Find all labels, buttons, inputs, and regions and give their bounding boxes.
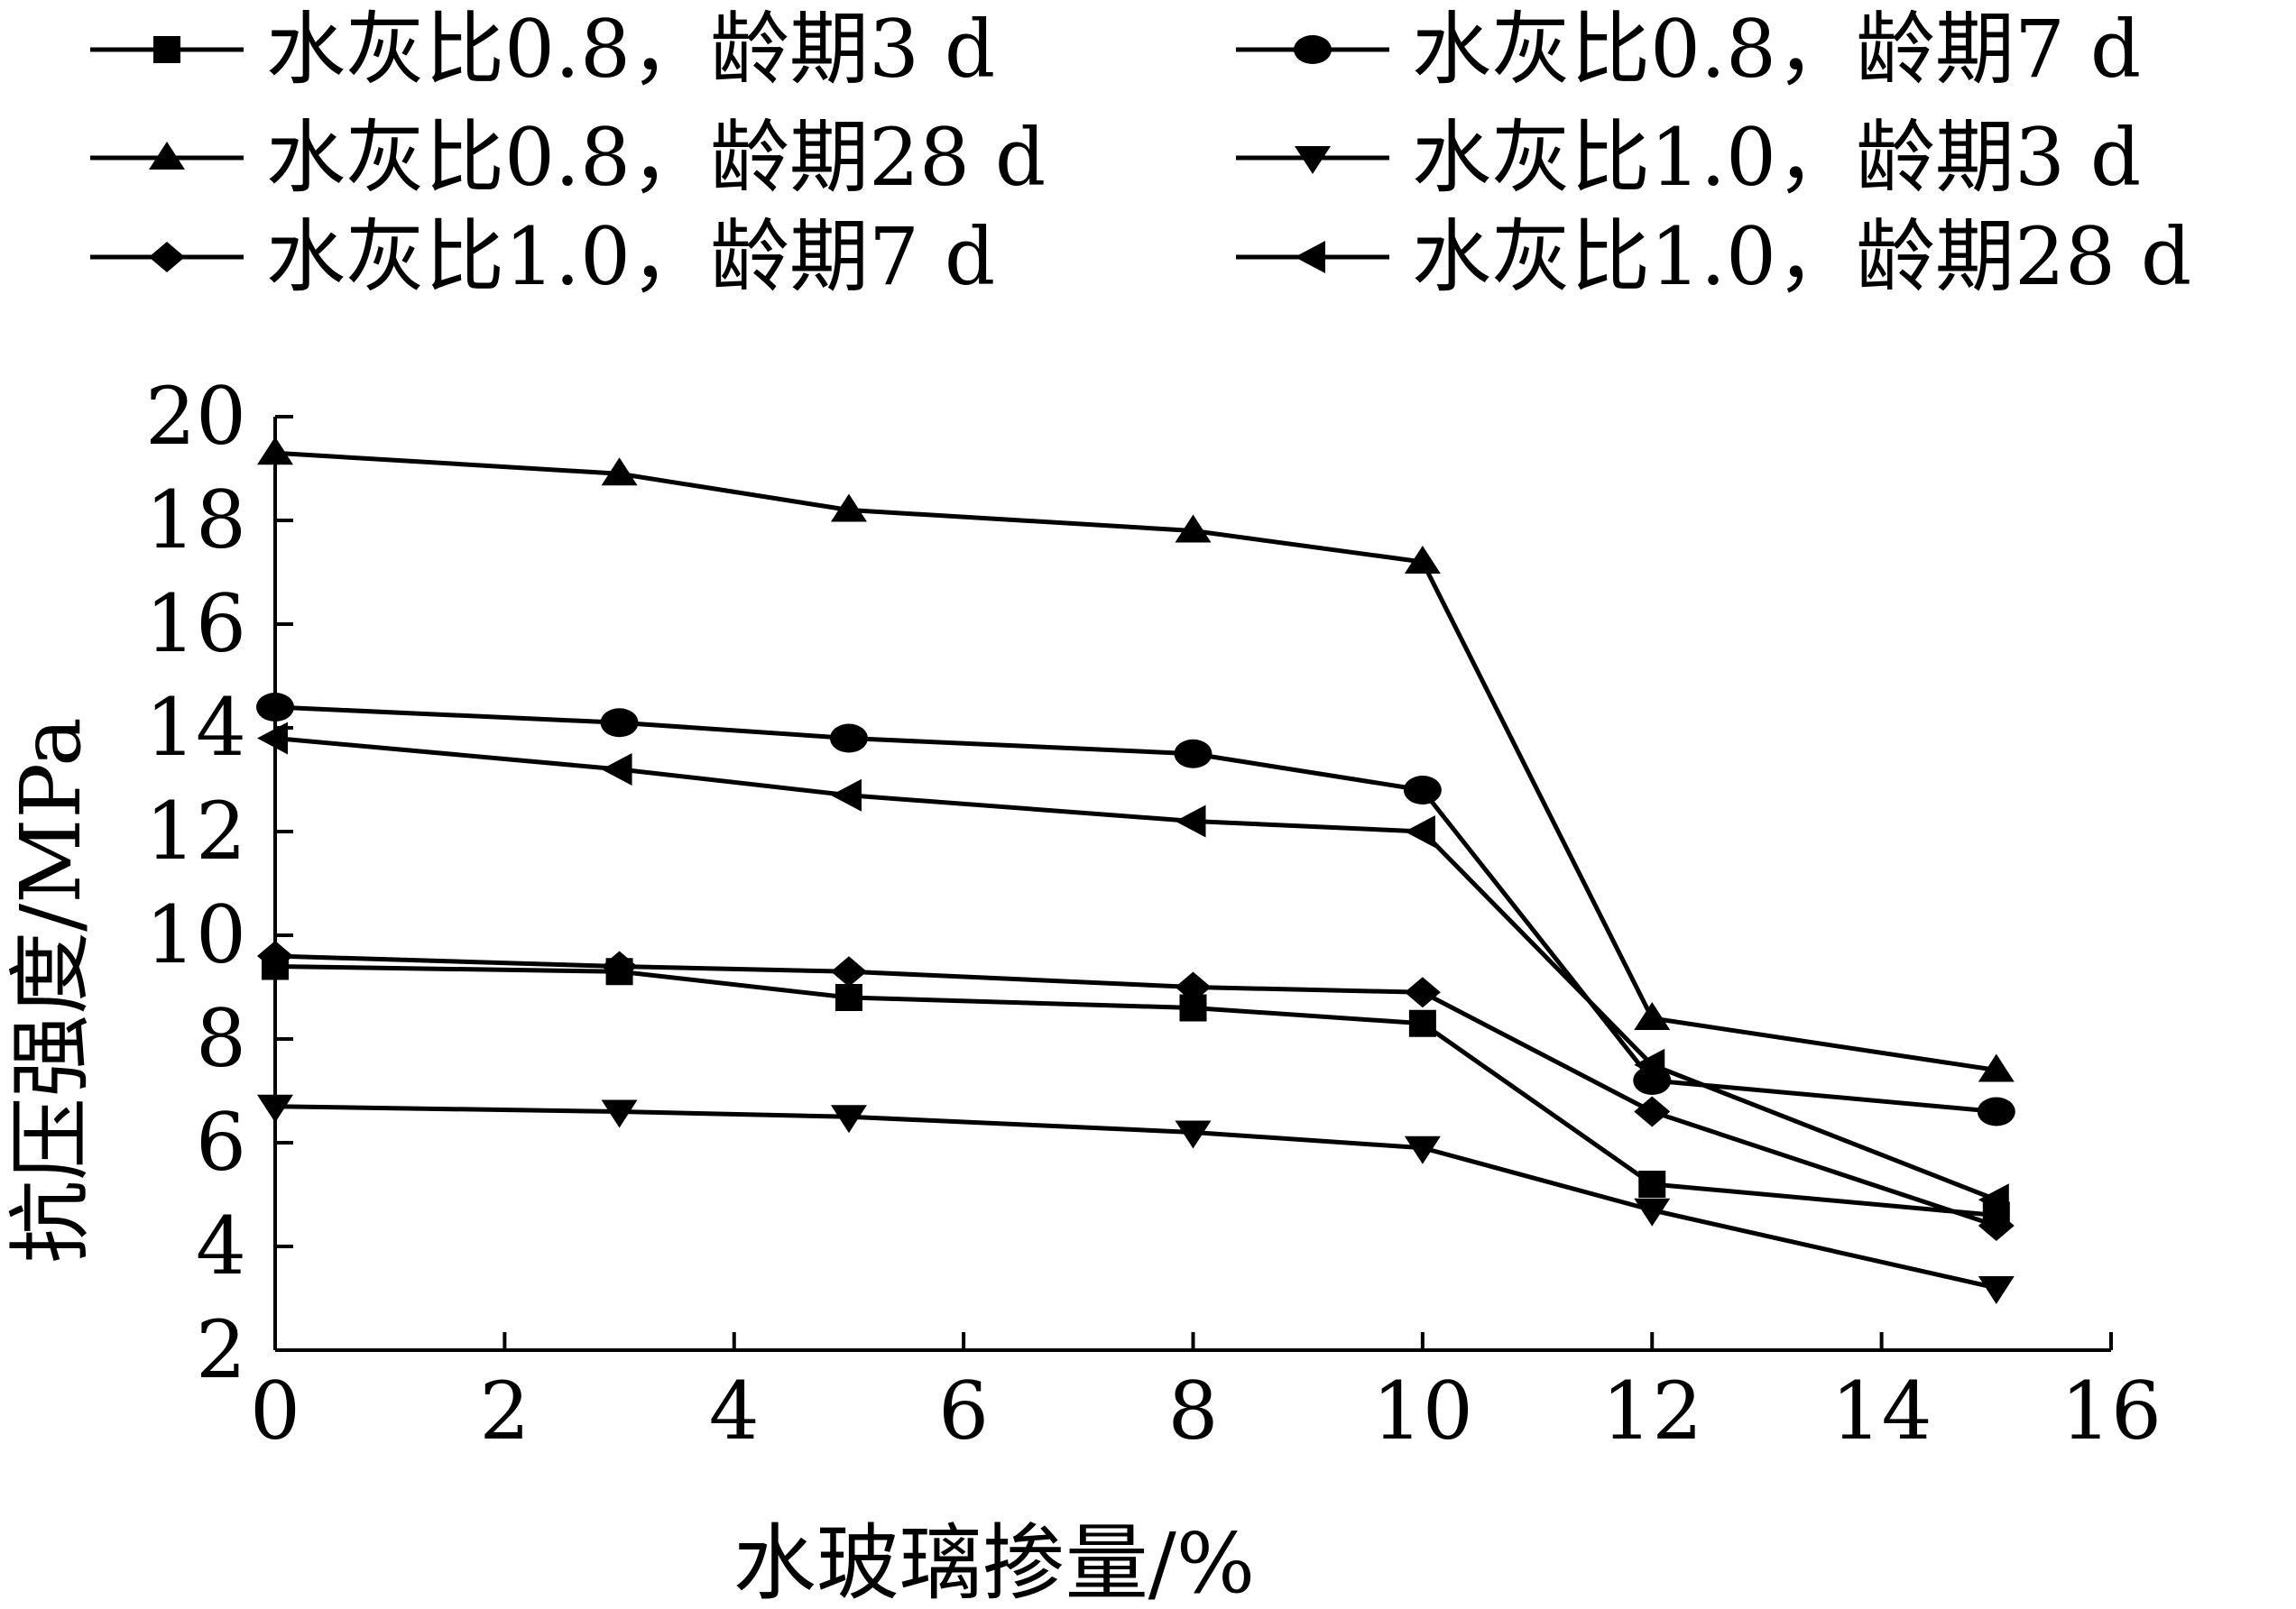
data-point [601,1099,638,1128]
y-tick-label: 16 [145,577,246,670]
data-point [1175,1120,1212,1149]
x-tick-label: 2 [479,1365,530,1457]
x-tick-label: 4 [709,1365,760,1457]
data-point [1404,977,1441,1008]
legend-marker [149,242,185,272]
legend-item: 水灰比1.0，龄期3 d [1236,111,2141,204]
series-6 [257,722,2009,1217]
data-point [1175,804,1206,838]
legend-marker [1294,35,1332,64]
data-point [1634,1198,1671,1227]
data-point [1978,1053,2015,1082]
data-point [1174,739,1213,768]
series-line [274,704,1997,1114]
series-line [274,964,1997,1218]
data-point [830,1105,867,1134]
data-point [1404,815,1435,848]
data-point [1175,971,1212,1003]
data-point [1634,1048,1665,1081]
series-2 [256,693,2015,1126]
data-point [601,753,632,786]
legend-marker [153,36,180,63]
series-4 [257,1094,2015,1304]
data-point [829,723,868,753]
data-point [830,956,867,988]
data-point [600,708,639,738]
y-tick-label: 10 [145,888,246,981]
data-point [1978,1210,2015,1241]
y-tick-label: 20 [145,370,246,463]
legend-item: 水灰比0.8，龄期28 d [90,111,1046,204]
x-tick-label: 12 [1601,1365,1702,1457]
y-tick-label: 12 [145,785,246,878]
legend-label: 水灰比0.8，龄期3 d [266,3,995,96]
legend-label: 水灰比1.0，龄期7 d [266,210,995,303]
y-axis-label: 抗压强度/MPa [3,717,99,1264]
legend-item: 水灰比0.8，龄期7 d [1236,3,2141,96]
legend-item: 水灰比1.0，龄期7 d [90,210,995,303]
legend-label: 水灰比0.8，龄期28 d [266,111,1046,204]
y-tick-label: 8 [196,992,246,1085]
y-tick-label: 6 [196,1096,246,1189]
legend-label: 水灰比0.8，龄期7 d [1412,3,2141,96]
legend-marker [149,142,185,170]
data-point [1978,1183,2009,1217]
data-point [257,941,293,971]
legend-label: 水灰比1.0，龄期28 d [1412,210,2191,303]
legend-item: 水灰比0.8，龄期3 d [90,3,995,96]
x-axis-label: 水玻璃掺量/% [733,1515,1255,1609]
data-point [1175,514,1212,543]
data-point [1634,1096,1671,1127]
data-point [601,951,638,982]
y-tick-label: 4 [196,1200,246,1292]
series-line [274,953,1997,1228]
legend-marker [1295,146,1331,174]
x-tick-label: 10 [1372,1365,1473,1457]
data-point [1978,1276,2015,1304]
y-tick-label: 18 [145,474,246,566]
data-point [1634,1002,1671,1030]
data-point [1638,1171,1666,1198]
x-tick-label: 16 [2061,1365,2162,1457]
x-tick-label: 14 [1831,1365,1932,1457]
data-point [1977,1097,2015,1126]
data-point [830,778,862,812]
series-5 [257,941,2015,1241]
data-point [1403,776,1442,804]
data-point [257,437,293,465]
legend-marker [1295,241,1325,273]
series-3 [257,437,2015,1082]
legend-item: 水灰比1.0，龄期28 d [1236,210,2191,303]
y-tick-label: 2 [196,1303,246,1396]
series-line [274,1104,1997,1291]
series-layer [256,437,2015,1304]
x-tick-label: 8 [1168,1365,1219,1457]
data-point [257,1094,293,1123]
legend-label: 水灰比1.0，龄期3 d [1412,111,2141,204]
data-point [1404,546,1441,574]
data-point [834,984,862,1011]
data-point [1408,1009,1436,1037]
data-point [1404,1135,1441,1164]
data-point [830,493,867,522]
data-point [601,457,638,486]
x-tick-label: 6 [938,1365,989,1457]
x-tick-label: 0 [250,1365,300,1457]
data-point [257,722,288,755]
data-point [256,693,294,722]
y-tick-label: 14 [145,681,246,774]
